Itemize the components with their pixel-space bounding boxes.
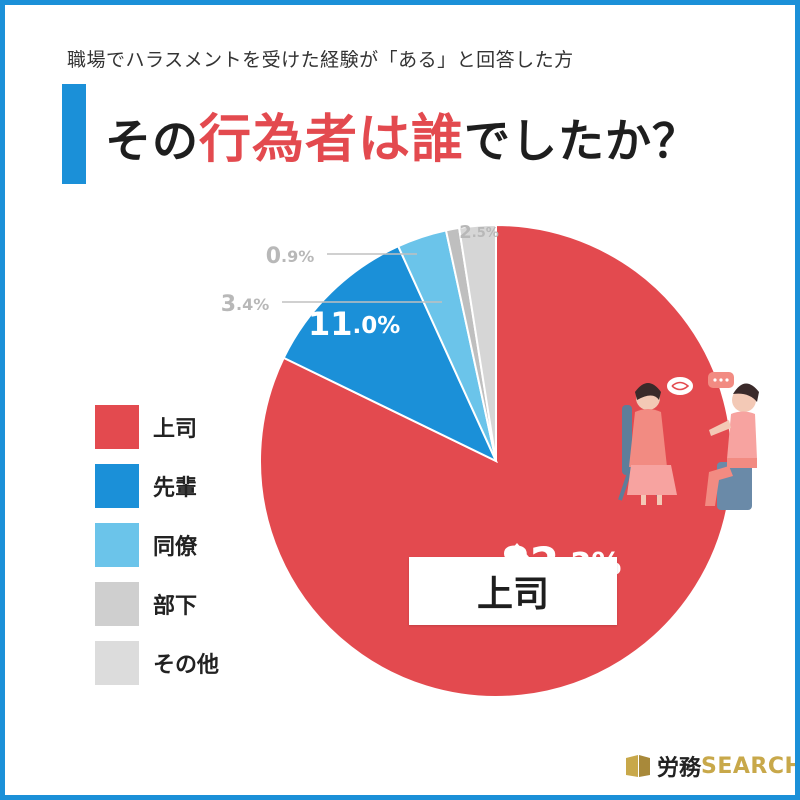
slice-sonota <box>457 223 497 462</box>
data-label: 11.0% <box>308 305 400 343</box>
subtitle: 職場でハラスメントを受けた経験が「ある」と回答した方 <box>67 49 574 71</box>
legend-label: 先輩 <box>153 476 198 501</box>
data-label: 0.9% <box>266 244 315 269</box>
legend-swatch <box>95 523 139 567</box>
data-label: 2.5% <box>459 222 499 243</box>
legend-item-buka: 部下 <box>95 582 295 626</box>
title-before: その <box>105 114 199 168</box>
legend-item-sonota: その他 <box>95 641 295 685</box>
page-title: その行為者は誰でしたか？ <box>105 97 699 172</box>
legend-swatch <box>95 405 139 449</box>
legend-label: 上司 <box>153 417 198 442</box>
legend-swatch <box>95 464 139 508</box>
data-label: 3.4% <box>221 292 270 317</box>
legend: 上司 先輩 同僚 部下 その他 <box>95 405 295 700</box>
title-accent-bar <box>62 84 86 184</box>
callout-label: 上司 <box>476 574 549 615</box>
brand-name-en: SEARCH <box>701 753 800 779</box>
legend-swatch <box>95 582 139 626</box>
legend-item-senpai: 先輩 <box>95 464 295 508</box>
slice-senpai <box>282 244 499 464</box>
legend-item-joushi: 上司 <box>95 405 295 449</box>
legend-label: その他 <box>153 653 220 678</box>
counseling-illustration-icon <box>618 372 759 510</box>
title-highlight: 行為者は誰 <box>199 110 465 170</box>
brand-mark-icon <box>626 755 650 777</box>
callout-box: 上司 <box>409 543 617 625</box>
legend-label: 部下 <box>153 594 198 619</box>
legend-swatch <box>95 641 139 685</box>
leader-lines <box>282 253 442 303</box>
brand-name-jp: 労務 <box>657 756 702 781</box>
title-after: でしたか？ <box>464 114 700 168</box>
brand-logo: 労務 SEARCH <box>625 750 800 782</box>
legend-label: 同僚 <box>153 535 198 560</box>
legend-item-douryou: 同僚 <box>95 523 295 567</box>
